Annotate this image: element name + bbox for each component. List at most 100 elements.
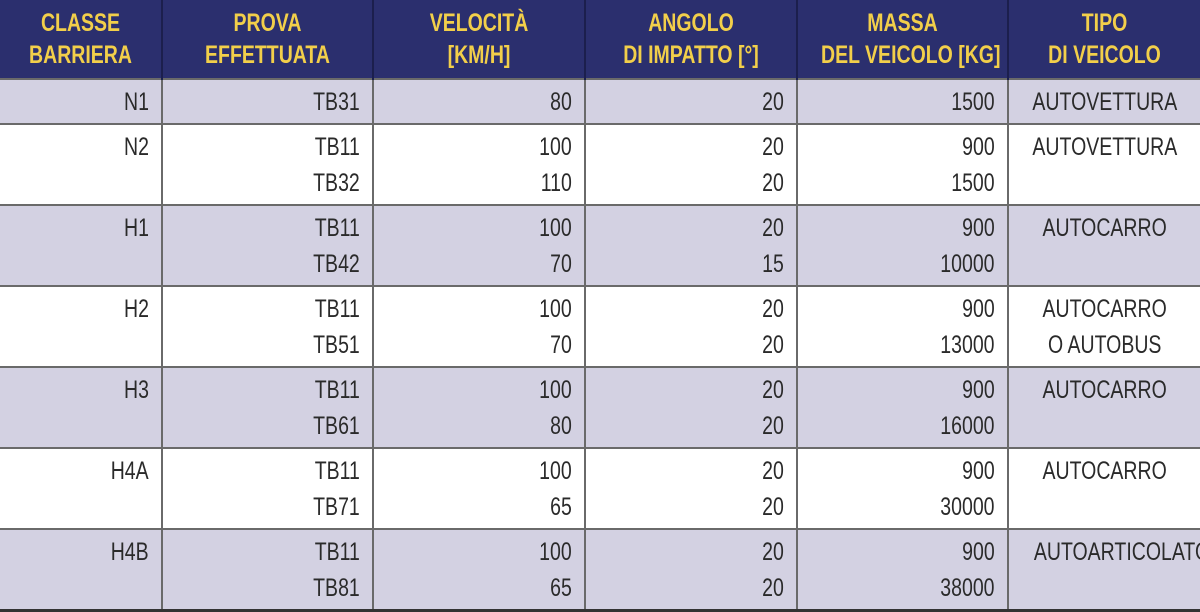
- cell-angolo: 20 20: [584, 123, 797, 205]
- classe-value: N2: [124, 133, 149, 161]
- header-velocita: VELOCITÀ [KM/H]: [372, 0, 585, 79]
- prova-value: TB81: [313, 574, 360, 602]
- massa-value: 900: [962, 538, 995, 566]
- angolo-value: 15: [762, 250, 784, 278]
- prova-value: TB11: [314, 214, 360, 242]
- header-text: [KM/H]: [447, 41, 511, 69]
- prova-value: TB71: [313, 493, 360, 521]
- angolo-value: 20: [762, 88, 784, 116]
- header-text: DI VEICOLO: [1048, 41, 1161, 69]
- header-text: BARRIERA: [29, 41, 132, 69]
- massa-value: 900: [962, 457, 995, 485]
- massa-value: 13000: [940, 331, 995, 359]
- cell-tipo: AUTOCARRO: [1007, 447, 1200, 529]
- cell-angolo: 20 20: [584, 528, 797, 612]
- angolo-value: 20: [762, 538, 784, 566]
- header-classe-barriera: CLASSE BARRIERA: [0, 0, 162, 79]
- table-row: H4B TB11 TB81 100 65 20 20 900 38000 AUTOARTICOLA…: [0, 528, 1200, 612]
- cell-tipo: AUTOVETTURA: [1007, 123, 1200, 205]
- table-row: H2 TB11 TB51 100 70 20 20 900 13000 AUTOCARRO O AU…: [0, 285, 1200, 367]
- cell-tipo: AUTOCARRO: [1007, 366, 1200, 448]
- massa-value: 30000: [940, 493, 995, 521]
- cell-classe: H4A: [0, 447, 162, 529]
- angolo-value: 20: [762, 133, 784, 161]
- velocita-value: 70: [550, 250, 572, 278]
- header-text: VELOCITÀ: [429, 9, 529, 37]
- header-angolo-impatto: ANGOLO DI IMPATTO [°]: [584, 0, 797, 79]
- velocita-value: 110: [540, 169, 572, 197]
- cell-prova: TB11 TB71: [161, 447, 373, 529]
- velocita-value: 65: [550, 493, 572, 521]
- angolo-value: 20: [762, 493, 784, 521]
- cell-classe: N1: [0, 78, 162, 124]
- cell-classe: H3: [0, 366, 162, 448]
- cell-tipo: AUTOVETTURA: [1007, 78, 1200, 124]
- cell-massa: 900 1500: [796, 123, 1008, 205]
- velocita-value: 100: [539, 133, 572, 161]
- velocita-value: 80: [550, 88, 572, 116]
- prova-value: TB31: [313, 88, 360, 116]
- header-text: CLASSE: [40, 9, 121, 37]
- cell-prova: TB11 TB42: [161, 204, 373, 286]
- prova-value: TB11: [314, 538, 360, 566]
- prova-value: TB32: [313, 169, 360, 197]
- cell-angolo: 20 15: [584, 204, 797, 286]
- cell-massa: 900 30000: [796, 447, 1008, 529]
- cell-tipo: AUTOCARRO: [1007, 204, 1200, 286]
- massa-value: 900: [962, 295, 995, 323]
- angolo-value: 20: [762, 214, 784, 242]
- header-text: MASSA: [867, 9, 938, 37]
- header-massa-veicolo: MASSA DEL VEICOLO [KG]: [796, 0, 1008, 79]
- velocita-value: 100: [539, 295, 572, 323]
- tipo-value: AUTOVETTURA: [1032, 133, 1177, 161]
- cell-tipo: AUTOARTICOLATO: [1007, 528, 1200, 612]
- header-text: DEL VEICOLO [KG]: [820, 41, 1001, 69]
- header-text: TIPO: [1081, 9, 1128, 37]
- header-text: EFFETTUATA: [205, 41, 330, 69]
- cell-classe: H1: [0, 204, 162, 286]
- cell-classe: N2: [0, 123, 162, 205]
- cell-velocita: 80: [372, 78, 585, 124]
- velocita-value: 100: [539, 457, 572, 485]
- velocita-value: 100: [539, 538, 572, 566]
- cell-massa: 900 38000: [796, 528, 1008, 612]
- velocita-value: 100: [539, 214, 572, 242]
- classe-value: H2: [124, 295, 149, 323]
- cell-prova: TB11 TB32: [161, 123, 373, 205]
- cell-velocita: 100 80: [372, 366, 585, 448]
- prova-value: TB42: [313, 250, 360, 278]
- tipo-value: AUTOCARRO: [1042, 376, 1167, 404]
- table-row: H1 TB11 TB42 100 70 20 15 900 10000 AUTOCARRO: [0, 204, 1200, 286]
- cell-massa: 900 16000: [796, 366, 1008, 448]
- classe-value: H1: [124, 214, 149, 242]
- velocita-value: 65: [550, 574, 572, 602]
- header-row: CLASSE BARRIERA PROVA EFFETTUATA VELOCITÀ [KM…: [0, 0, 1200, 79]
- massa-value: 10000: [940, 250, 995, 278]
- cell-velocita: 100 70: [372, 285, 585, 367]
- prova-value: TB61: [313, 412, 360, 440]
- prova-value: TB11: [314, 133, 360, 161]
- prova-value: TB51: [313, 331, 360, 359]
- tipo-value: AUTOARTICOLATO: [1033, 538, 1200, 566]
- prova-value: TB11: [314, 295, 360, 323]
- classe-value: N1: [124, 88, 149, 116]
- cell-classe: H2: [0, 285, 162, 367]
- cell-velocita: 100 70: [372, 204, 585, 286]
- cell-velocita: 100 65: [372, 528, 585, 612]
- table-row: H4A TB11 TB71 100 65 20 20 900 30000 AUTOCARRO: [0, 447, 1200, 529]
- cell-prova: TB11 TB81: [161, 528, 373, 612]
- cell-prova: TB31: [161, 78, 373, 124]
- classe-value: H4B: [111, 538, 149, 566]
- velocita-value: 100: [539, 376, 572, 404]
- massa-value: 900: [962, 376, 995, 404]
- cell-velocita: 100 110: [372, 123, 585, 205]
- angolo-value: 20: [762, 376, 784, 404]
- table-row: N1 TB31 80 20 1500 AUTOVETTURA: [0, 78, 1200, 124]
- cell-angolo: 20 20: [584, 366, 797, 448]
- massa-value: 1500: [951, 169, 995, 197]
- table-row: H3 TB11 TB61 100 80 20 20 900 16000 AUTOCARRO: [0, 366, 1200, 448]
- cell-prova: TB11 TB51: [161, 285, 373, 367]
- header-text: ANGOLO: [648, 9, 734, 37]
- massa-value: 16000: [940, 412, 995, 440]
